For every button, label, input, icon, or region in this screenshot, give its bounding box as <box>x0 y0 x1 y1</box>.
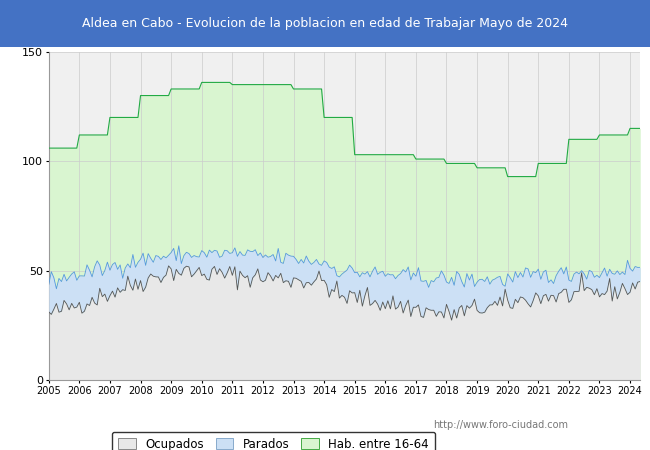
Text: Aldea en Cabo - Evolucion de la poblacion en edad de Trabajar Mayo de 2024: Aldea en Cabo - Evolucion de la poblacio… <box>82 17 568 30</box>
Text: http://www.foro-ciudad.com: http://www.foro-ciudad.com <box>433 420 568 430</box>
Legend: Ocupados, Parados, Hab. entre 16-64: Ocupados, Parados, Hab. entre 16-64 <box>112 432 435 450</box>
